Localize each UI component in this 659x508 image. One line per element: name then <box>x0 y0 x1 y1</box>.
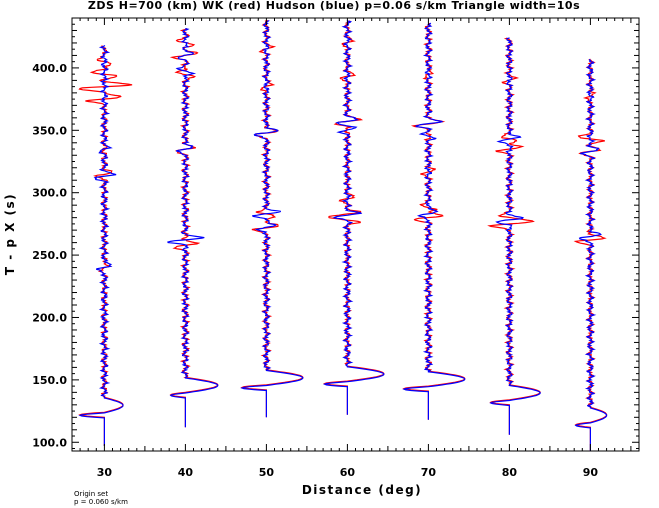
trace-blue-50 <box>240 19 304 418</box>
trace-red-40 <box>169 28 219 428</box>
y-tick-label: 400.0 <box>32 62 67 75</box>
x-tick-label: 80 <box>502 466 518 479</box>
trace-blue-60 <box>323 19 385 415</box>
footer-origin-note: Origin set <box>74 490 109 498</box>
trace-blue-30 <box>78 45 124 446</box>
y-tick-label: 150.0 <box>32 374 67 387</box>
x-tick-label: 30 <box>97 466 113 479</box>
plot-frame <box>71 17 640 452</box>
trace-red-50 <box>240 19 304 418</box>
y-tick-label: 100.0 <box>32 436 67 449</box>
x-tick-label: 50 <box>259 466 275 479</box>
x-tick-label: 40 <box>178 466 194 479</box>
y-tick-label: 250.0 <box>32 249 67 262</box>
x-tick-label: 70 <box>421 466 437 479</box>
chart-title: ZDS H=700 (km) WK (red) Hudson (blue) p=… <box>88 0 580 12</box>
footer-slowness-note: p = 0.060 s/km <box>74 498 128 506</box>
x-tick-label: 90 <box>583 466 599 479</box>
y-tick-label: 200.0 <box>32 311 67 324</box>
trace-red-80 <box>487 37 541 435</box>
axes-group: 30 40 50 60 70 80 90 100.0 150.0 200.0 250.0 300.0 3… <box>32 17 639 479</box>
trace-group <box>78 19 608 451</box>
trace-red-70 <box>402 22 466 420</box>
trace-blue-70 <box>402 22 466 420</box>
trace-blue-90 <box>574 58 608 451</box>
x-axis-label: Distance (deg) <box>302 483 422 497</box>
y-tick-label: 350.0 <box>32 124 67 137</box>
y-axis-label: T - p X (s) <box>3 193 17 275</box>
y-tick-label: 300.0 <box>32 187 67 200</box>
trace-blue-40 <box>167 28 219 428</box>
trace-blue-80 <box>489 37 541 435</box>
x-tick-label: 60 <box>340 466 356 479</box>
